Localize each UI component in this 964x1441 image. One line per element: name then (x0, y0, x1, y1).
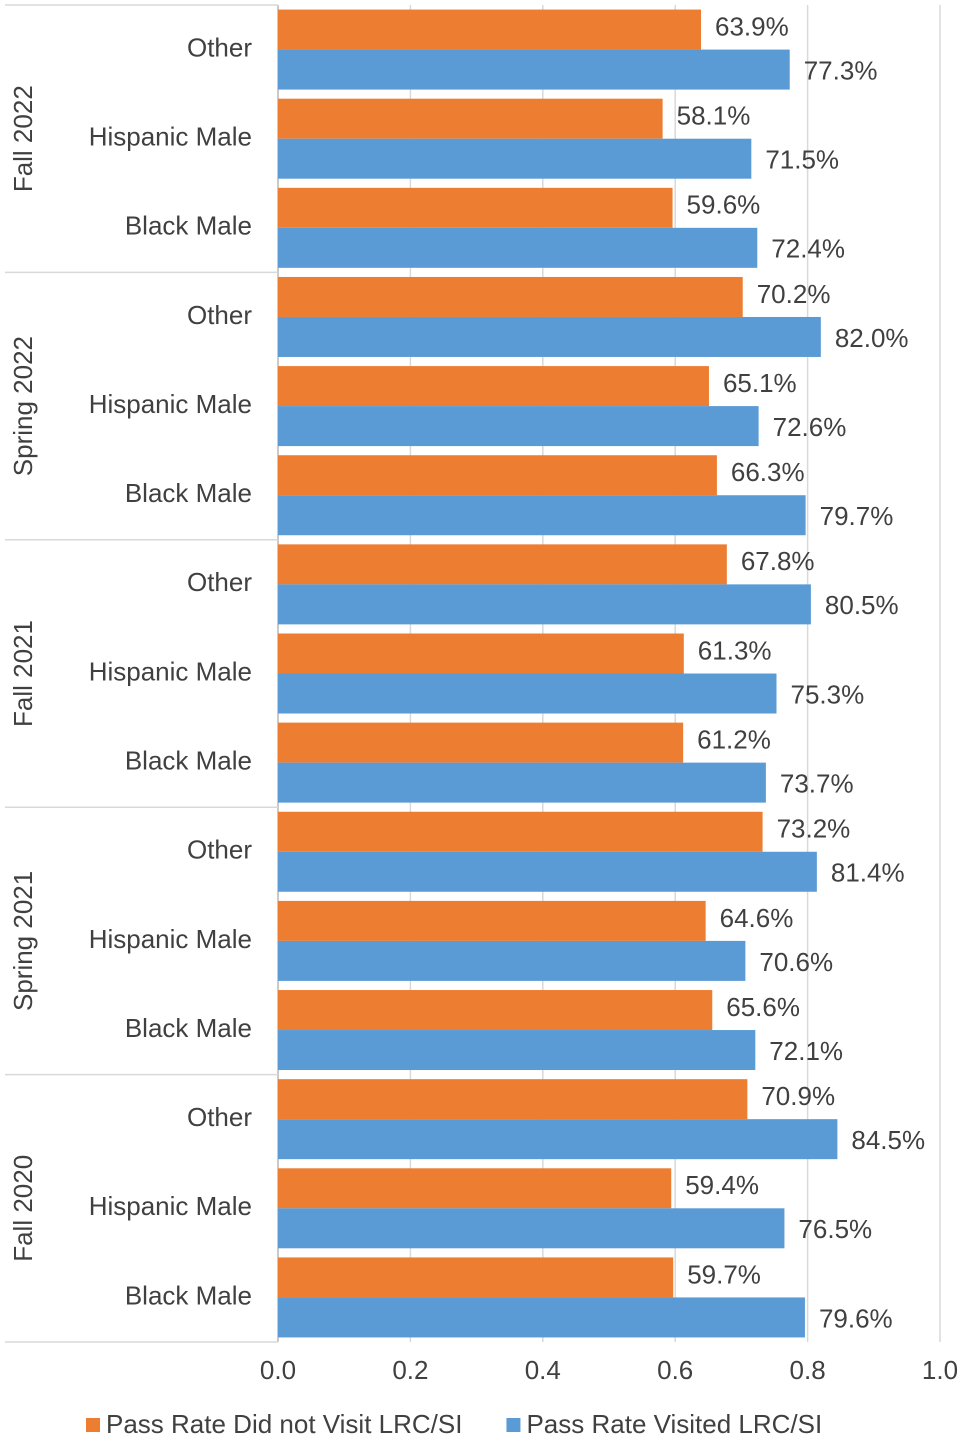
bar (278, 673, 777, 714)
bar (278, 584, 811, 625)
bar (278, 633, 684, 674)
group-label: Fall 2022 (8, 85, 38, 192)
bar (278, 811, 763, 852)
bar (278, 1257, 674, 1298)
bar (278, 1119, 838, 1160)
data-label: 81.4% (831, 858, 905, 888)
data-label: 66.3% (731, 457, 805, 487)
data-label: 73.7% (780, 769, 854, 799)
bar (278, 316, 821, 357)
y-tick-label: Hispanic Male (89, 122, 252, 152)
data-label: 61.3% (698, 635, 772, 665)
x-tick-label: 1.0 (922, 1355, 958, 1385)
data-label: 72.1% (769, 1036, 843, 1066)
bar (278, 455, 717, 496)
data-label: 80.5% (825, 590, 899, 620)
y-tick-label: Hispanic Male (89, 1191, 252, 1221)
y-tick-label: Black Male (125, 1013, 252, 1043)
data-label: 58.1% (677, 101, 751, 131)
group-label: Spring 2021 (8, 871, 38, 1011)
y-tick-label: Other (187, 567, 252, 597)
bar (278, 1297, 805, 1338)
bar (278, 544, 727, 585)
y-tick-label: Hispanic Male (89, 389, 252, 419)
data-label: 82.0% (835, 323, 909, 353)
y-tick-label: Other (187, 835, 252, 865)
bar (278, 187, 673, 228)
bar (278, 900, 706, 941)
data-label: 70.9% (761, 1081, 835, 1111)
bar (278, 762, 766, 803)
x-tick-label: 0.4 (525, 1355, 561, 1385)
group-label: Fall 2020 (8, 1155, 38, 1262)
data-label: 77.3% (804, 55, 878, 85)
bar (278, 990, 713, 1031)
bar (278, 98, 663, 139)
data-label: 75.3% (790, 679, 864, 709)
legend-label: Pass Rate Did not Visit LRC/SI (106, 1409, 462, 1439)
y-tick-label: Black Male (125, 746, 252, 776)
data-label: 59.4% (685, 1170, 759, 1200)
data-label: 61.2% (697, 725, 771, 755)
data-label: 72.6% (773, 412, 847, 442)
y-tick-label: Black Male (125, 211, 252, 241)
data-label: 67.8% (741, 546, 815, 576)
bar (278, 851, 817, 892)
y-tick-label: Black Male (125, 478, 252, 508)
bar (278, 276, 743, 317)
y-tick-label: Hispanic Male (89, 656, 252, 686)
bar (278, 722, 684, 763)
data-label: 73.2% (777, 814, 851, 844)
data-label: 70.2% (757, 279, 831, 309)
data-label: 64.6% (720, 903, 794, 933)
legend-swatch (86, 1418, 100, 1432)
data-label: 76.5% (798, 1214, 872, 1244)
group-label: Spring 2022 (8, 336, 38, 476)
y-tick-label: Hispanic Male (89, 924, 252, 954)
y-tick-label: Black Male (125, 1280, 252, 1310)
x-tick-label: 0.2 (392, 1355, 428, 1385)
data-label: 65.1% (723, 368, 797, 398)
data-label: 79.7% (820, 501, 894, 531)
data-label: 79.6% (819, 1303, 893, 1333)
data-label: 84.5% (851, 1125, 925, 1155)
legend-label: Pass Rate Visited LRC/SI (526, 1409, 822, 1439)
data-label: 71.5% (765, 145, 839, 175)
bar (278, 9, 702, 50)
bar (278, 406, 759, 447)
bar (278, 1168, 672, 1209)
bar (278, 940, 746, 981)
x-tick-label: 0.0 (260, 1355, 296, 1385)
y-tick-label: Other (187, 32, 252, 62)
y-tick-label: Other (187, 1102, 252, 1132)
bar (278, 366, 709, 407)
bar (278, 227, 758, 268)
bar (278, 1079, 748, 1120)
data-label: 70.6% (759, 947, 833, 977)
bar (278, 1208, 785, 1249)
group-label: Fall 2021 (8, 620, 38, 727)
y-tick-label: Other (187, 300, 252, 330)
legend-swatch (506, 1418, 521, 1432)
data-label: 72.4% (771, 234, 845, 264)
data-label: 63.9% (715, 11, 789, 41)
bar (278, 1030, 756, 1071)
bar (278, 49, 790, 90)
bar (278, 138, 752, 179)
x-tick-label: 0.8 (790, 1355, 826, 1385)
x-tick-label: 0.6 (657, 1355, 693, 1385)
bar (278, 495, 806, 536)
data-label: 59.7% (687, 1259, 761, 1289)
data-label: 65.6% (726, 992, 800, 1022)
data-label: 59.6% (687, 190, 761, 220)
